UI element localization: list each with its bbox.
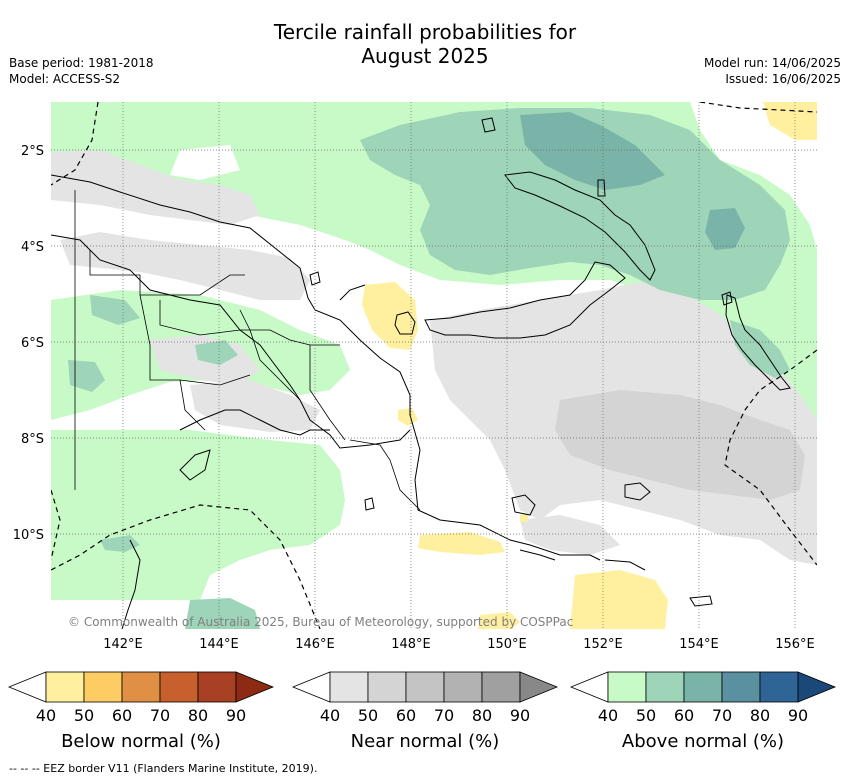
colorbar-title: Above normal (%) <box>622 731 784 752</box>
lat-label-2s: 2°S <box>21 144 44 159</box>
gridlines <box>51 102 817 629</box>
coastlines <box>51 117 791 629</box>
lat-label-4s: 4°S <box>21 240 44 255</box>
colorbar-tick-label: 80 <box>188 706 208 725</box>
eez-footnote: -- -- -- EEZ border V11 (Flanders Marine… <box>9 762 318 775</box>
lon-label-152e: 152°E <box>583 637 623 652</box>
colorbar-segment <box>121 671 161 703</box>
colorbar-segment <box>329 671 369 703</box>
colorbar-tick-label: 90 <box>510 706 530 725</box>
latitude-labels: 2°S 4°S 6°S 8°S 10°S <box>13 144 44 543</box>
colorbar-near-normal: 40 50 60 70 80 90 Near normal (%) <box>291 671 559 752</box>
colorbar-below-normal: 40 50 60 70 80 90 Below normal (%) <box>7 671 275 752</box>
lon-label-156e: 156°E <box>775 637 815 652</box>
lon-label-142e: 142°E <box>103 637 143 652</box>
copyright-credit: © Commonwealth of Australia 2025, Bureau… <box>68 615 573 629</box>
colorbar-tick-label: 60 <box>674 706 694 725</box>
lon-label-150e: 150°E <box>487 637 527 652</box>
colorbar-segment <box>607 671 647 703</box>
lat-label-8s: 8°S <box>21 432 44 447</box>
colorbar-tick-label: 50 <box>358 706 378 725</box>
colorbar-tick-label: 70 <box>434 706 454 725</box>
map-frame: © Commonwealth of Australia 2025, Bureau… <box>51 102 817 629</box>
lon-label-148e: 148°E <box>391 637 431 652</box>
model-text: Model: ACCESS-S2 <box>9 72 121 86</box>
base-period-text: Base period: 1981-2018 <box>9 56 154 70</box>
colorbar-tick-label: 40 <box>598 706 618 725</box>
colorbar-segment <box>83 671 123 703</box>
colorbar-tick-label: 70 <box>712 706 732 725</box>
colorbar-tick-label: 90 <box>226 706 246 725</box>
lon-label-146e: 146°E <box>295 637 335 652</box>
lat-label-6s: 6°S <box>21 336 44 351</box>
title-line-1: Tercile rainfall probabilities for <box>273 20 577 44</box>
colorbar-tick-label: 50 <box>636 706 656 725</box>
colorbar-tick-label: 60 <box>396 706 416 725</box>
colorbar-tick-label: 90 <box>788 706 808 725</box>
lon-label-154e: 154°E <box>679 637 719 652</box>
colorbar-high-extension <box>235 671 275 703</box>
lat-label-10s: 10°S <box>13 528 44 543</box>
colorbar-low-extension <box>7 671 47 703</box>
colorbar-low-extension <box>291 671 331 703</box>
title-line-2: August 2025 <box>361 44 489 68</box>
colorbar-segment <box>443 671 483 703</box>
colorbar-segment <box>197 671 237 703</box>
colorbar-tick-label: 50 <box>74 706 94 725</box>
colorbar-high-extension <box>797 671 837 703</box>
colorbar-tick-label: 40 <box>36 706 56 725</box>
above-normal-60-70-region <box>520 112 745 250</box>
figure-title: Tercile rainfall probabilities for Augus… <box>0 20 850 68</box>
colorbar-tick-label: 70 <box>150 706 170 725</box>
provincial-borders <box>74 190 421 511</box>
colorbar-segment <box>481 671 521 703</box>
colorbar-segment <box>159 671 199 703</box>
colorbar-segment <box>367 671 407 703</box>
colorbar-segment <box>645 671 685 703</box>
meta-right: Model run: 14/06/2025 Issued: 16/06/2025 <box>704 55 841 87</box>
colorbar-tick-label: 40 <box>320 706 340 725</box>
above-normal-50-60-region <box>68 108 790 629</box>
colorbar-title: Below normal (%) <box>61 731 221 752</box>
colorbar-tick-label: 80 <box>472 706 492 725</box>
colorbar-high-extension <box>519 671 559 703</box>
colorbar-segment <box>683 671 723 703</box>
colorbar-low-extension <box>569 671 609 703</box>
below-normal-40-50-region <box>362 102 817 629</box>
meta-left: Base period: 1981-2018 Model: ACCESS-S2 <box>9 55 154 87</box>
colorbar-tick-label: 60 <box>112 706 132 725</box>
issued-text: Issued: 16/06/2025 <box>725 72 841 86</box>
colorbar-segment <box>405 671 445 703</box>
near-normal-50-60-region <box>555 390 805 500</box>
colorbar-segment <box>759 671 799 703</box>
colorbar-tick-label: 80 <box>750 706 770 725</box>
colorbar-segment <box>721 671 761 703</box>
lon-label-144e: 144°E <box>199 637 239 652</box>
colorbar-title: Near normal (%) <box>351 731 500 752</box>
eez-borders <box>51 102 817 629</box>
model-run-text: Model run: 14/06/2025 <box>703 56 841 70</box>
colorbar-segment <box>45 671 85 703</box>
longitude-labels: 142°E 144°E 146°E 148°E 150°E 152°E 154°… <box>103 637 815 652</box>
